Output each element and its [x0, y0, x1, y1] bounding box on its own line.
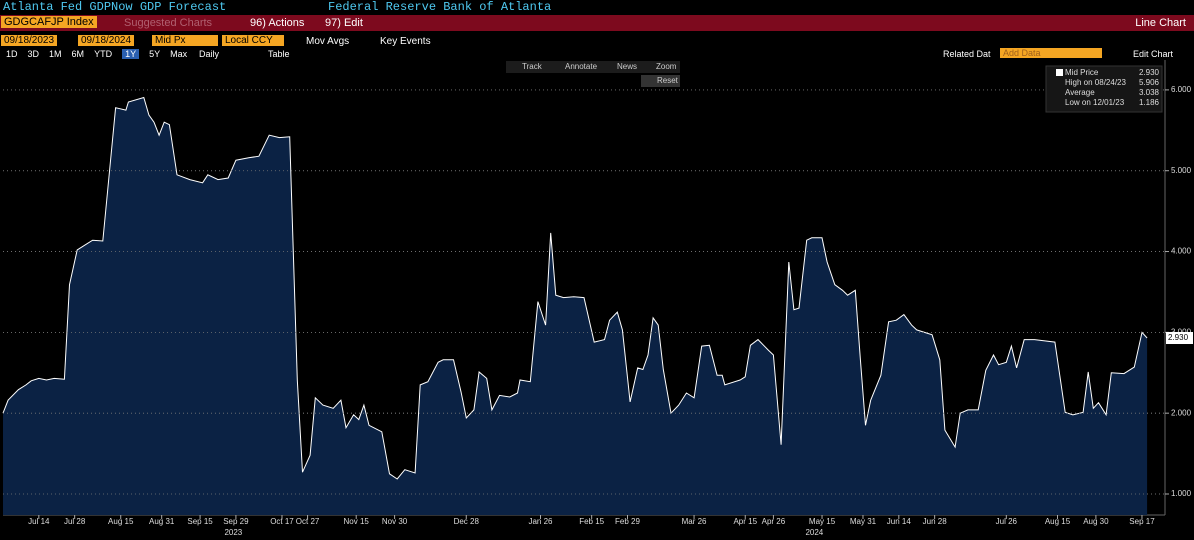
x-tick-label: Feb 29 [615, 517, 640, 526]
suggested-charts[interactable]: Suggested Charts [124, 17, 213, 29]
range-button[interactable]: Max [170, 49, 188, 59]
edit-chart[interactable]: Edit Chart [1133, 49, 1174, 59]
x-tick-label: Aug 30 [1083, 517, 1109, 526]
range-button[interactable]: 1Y [122, 49, 140, 59]
x-tick-label: May 15 [809, 517, 836, 526]
chart-tool[interactable]: Track [522, 62, 543, 71]
y-tick-label: 1.000 [1171, 489, 1192, 498]
legend-label: Mid Price [1065, 68, 1099, 77]
currency-field[interactable]: Local CCY [222, 35, 284, 46]
y-tick-label: 5.000 [1171, 166, 1192, 175]
table-button[interactable]: Table [268, 49, 290, 59]
legend-value: 3.038 [1139, 88, 1160, 97]
related-data[interactable]: Related Dat [943, 49, 991, 59]
x-tick-label: Aug 31 [149, 517, 175, 526]
x-tick-label: Dec 28 [454, 517, 480, 526]
price-line [2, 96, 1148, 480]
year-label: 2024 [805, 528, 823, 537]
x-tick-label: Sep 15 [187, 517, 213, 526]
legend-value: 5.906 [1139, 78, 1160, 87]
chart-view[interactable]: Line Chart [1135, 17, 1186, 29]
y-tick-label: 3.000 [1171, 327, 1192, 336]
last-value-label: 2.930 [1168, 333, 1189, 342]
legend-value: 2.930 [1139, 68, 1160, 77]
range-button[interactable]: 1D [6, 49, 18, 59]
x-tick-label: Aug 15 [108, 517, 134, 526]
x-tick-label: Oct 17 [270, 517, 294, 526]
year-label: 2023 [224, 528, 242, 537]
range-button[interactable]: 6M [71, 49, 85, 59]
chart-tool[interactable]: Reset [657, 76, 679, 85]
x-tick-label: Aug 15 [1045, 517, 1071, 526]
key-events[interactable]: Key Events [380, 36, 431, 47]
source-name: Federal Reserve Bank of Atlanta [328, 0, 552, 14]
x-tick-label: Apr 26 [762, 517, 786, 526]
x-tick-label: Jul 14 [28, 517, 50, 526]
legend-label: Average [1065, 88, 1095, 97]
x-tick-label: Feb 15 [579, 517, 604, 526]
range-button[interactable]: YTD [94, 49, 113, 59]
legend-label: High on 08/24/23 [1065, 78, 1126, 87]
x-tick-label: May 31 [850, 517, 877, 526]
x-tick-label: Apr 15 [733, 517, 757, 526]
range-button[interactable]: 5Y [149, 49, 161, 59]
x-tick-label: Nov 15 [344, 517, 370, 526]
ticker-field[interactable]: GDGCAFJP Index [1, 16, 97, 28]
last-value-tag [1166, 332, 1193, 345]
legend-swatch [1056, 69, 1063, 76]
y-tick-label: 2.000 [1171, 408, 1192, 417]
y-tick-label: 4.000 [1171, 247, 1192, 256]
legend-box [1045, 65, 1163, 113]
x-tick-label: Jun 28 [923, 517, 948, 526]
legend-value: 1.186 [1139, 98, 1160, 107]
edit-menu[interactable]: 97) Edit [325, 17, 363, 29]
legend-label: Low on 12/01/23 [1065, 98, 1125, 107]
x-tick-label: Jun 14 [887, 517, 912, 526]
x-tick-label: Mar 26 [682, 517, 707, 526]
y-tick-label: 6.000 [1171, 85, 1192, 94]
x-tick-label: Nov 30 [382, 517, 408, 526]
price-field[interactable]: Mid Px [152, 35, 218, 46]
range-button[interactable]: 1M [49, 49, 62, 59]
mov-avgs[interactable]: Mov Avgs [306, 36, 350, 47]
range-buttons: 1D 3D 1M 6M YTD 1Y 5Y Max [6, 49, 197, 60]
x-tick-label: Sep 17 [1129, 517, 1155, 526]
chart-tool[interactable]: News [617, 62, 637, 71]
actions-menu[interactable]: 96) Actions [250, 17, 305, 29]
range-button[interactable]: 3D [27, 49, 40, 59]
add-data[interactable]: Add Data [1000, 48, 1102, 58]
tool-strip [506, 61, 680, 73]
area-fill [3, 97, 1148, 515]
frequency[interactable]: Daily [199, 49, 220, 59]
x-tick-label: Oct 27 [296, 517, 320, 526]
chart-tool[interactable]: Annotate [565, 62, 598, 71]
x-tick-label: Sep 29 [223, 517, 249, 526]
reset-bg [641, 75, 680, 87]
end-date[interactable]: 09/18/2024 [78, 35, 135, 46]
x-tick-label: Jan 26 [528, 517, 553, 526]
security-title: Atlanta Fed GDPNow GDP Forecast [3, 0, 227, 14]
start-date[interactable]: 09/18/2023 [1, 35, 58, 46]
x-tick-label: Jul 26 [996, 517, 1018, 526]
function-bar: GDGCAFJP Index Suggested Charts 96) Acti… [0, 15, 1194, 31]
chart-tool[interactable]: Zoom [656, 62, 677, 71]
x-tick-label: Jul 28 [64, 517, 86, 526]
